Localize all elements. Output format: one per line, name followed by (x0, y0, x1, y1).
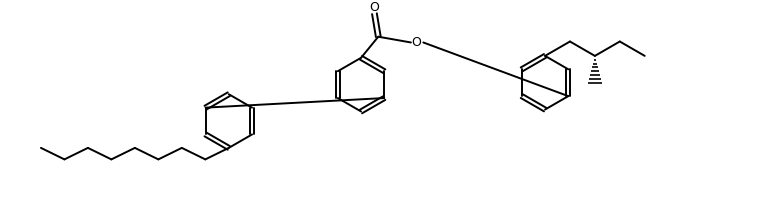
Text: O: O (412, 36, 421, 49)
Text: O: O (370, 0, 380, 14)
